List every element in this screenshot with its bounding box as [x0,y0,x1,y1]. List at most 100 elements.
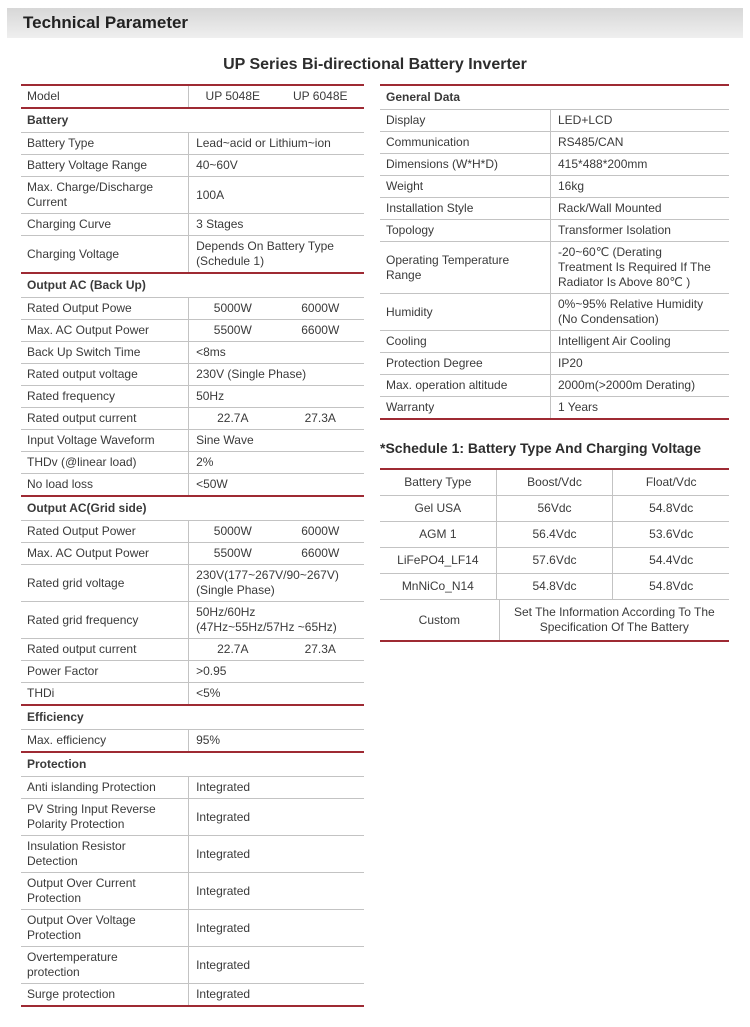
schedule-cell: Gel USA [414,501,462,515]
spec-value: <5% [196,686,221,700]
spec-value-col1: 5000W [213,524,252,538]
spec-value: -20~60℃ (Derating Treatment Is Required … [558,245,711,289]
spec-label: PV String Input Reverse Polarity Protect… [21,799,190,835]
spec-row: Power Factor >0.95 [21,660,364,682]
schedule-cell: 54.8Vdc [612,574,729,599]
spec-value-col1: 5000W [213,301,252,315]
spec-label: Max. AC Output Power [21,543,190,564]
spec-label: Max. operation altitude [380,375,551,396]
section-header-row: Output AC (Back Up) [21,272,364,297]
spec-value: 3 Stages [196,217,244,231]
spec-row: Rated grid frequency 50Hz/60Hz (47Hz~55Hz… [21,601,364,638]
schedule-row: LiFePO4_LF14 57.6Vdc 54.4Vdc [380,547,729,573]
schedule-cell: 56.4Vdc [495,522,613,547]
schedule-header-cell: Float/Vdc [612,470,729,495]
spec-value-col1: UP 5048E [205,89,261,103]
spec-row: Surge protection Integrated [21,983,364,1005]
schedule-cell: 56Vdc [495,496,613,521]
spec-sheet: UP Series Bi-directional Battery Inverte… [0,38,750,1027]
spec-value: 230V (Single Phase) [196,367,307,381]
spec-row: Warranty 1 Years [380,396,729,418]
schedule-header-cell: Battery Type [404,475,472,489]
spec-value: Sine Wave [196,433,254,447]
spec-row: Charging Curve 3 Stages [21,213,364,235]
spec-row: Max. Charge/Discharge Current 100A [21,176,364,213]
spec-label: Cooling [380,331,551,352]
spec-value: Integrated [196,780,251,794]
spec-row: Rated Output Power 5000W 6000W [21,520,364,542]
spec-label: Model [21,86,190,107]
section-title: Efficiency [27,710,84,724]
spec-value: 2% [196,455,214,469]
spec-row: Weight 16kg [380,175,729,197]
spec-value-col1: 22.7A [217,411,249,425]
spec-label: Input Voltage Waveform [21,430,190,451]
spec-value: RS485/CAN [558,135,624,149]
spec-label: Dimensions (W*H*D) [380,154,551,175]
spec-row: Dimensions (W*H*D) 415*488*200mm [380,153,729,175]
schedule-cell: 53.6Vdc [612,522,729,547]
spec-row: Back Up Switch Time <8ms [21,341,364,363]
section-header-row: Output AC(Grid side) [21,495,364,520]
spec-label: Rated output current [21,408,190,429]
spec-row: Rated grid voltage 230V(177~267V/90~267V)… [21,564,364,601]
spec-value: >0.95 [196,664,227,678]
spec-value-col2: UP 6048E [293,89,348,103]
spec-value-pair: 5000W 6000W [189,521,364,542]
spec-row: Installation Style Rack/Wall Mounted [380,197,729,219]
section-title: Protection [27,757,87,771]
spec-row: Battery Type Lead~acid or Lithium~ion [21,132,364,154]
schedule-table: Battery Type Boost/Vdc Float/Vdc Gel USA 56V… [380,468,729,642]
schedule-cell: 54.8Vdc [495,574,613,599]
page-header: Technical Parameter [7,8,743,38]
spec-row: Rated frequency 50Hz [21,385,364,407]
schedule-row: MnNiCo_N14 54.8Vdc 54.8Vdc [380,573,729,599]
section-title: Output AC (Back Up) [27,278,146,292]
spec-row: Max. efficiency 95% [21,729,364,751]
spec-row: Topology Transformer Isolation [380,219,729,241]
spec-label: Rated frequency [21,386,190,407]
schedule-cell-label: Custom [418,612,460,627]
schedule-header-row: Battery Type Boost/Vdc Float/Vdc [380,468,729,495]
spec-row: THDv (@linear load) 2% [21,451,364,473]
spec-value: 415*488*200mm [558,157,648,171]
spec-row: Display LED+LCD [380,109,729,131]
spec-value: 95% [196,733,221,747]
schedule-cell: 57.6Vdc [495,548,613,573]
spec-label: Installation Style [380,198,551,219]
spec-row: Rated Output Powe 5000W 6000W [21,297,364,319]
section-header-row: General Data [380,84,729,109]
spec-value-col2: 6000W [301,301,340,315]
spec-value: Integrated [196,809,251,824]
spec-value-pair: UP 5048E UP 6048E [189,86,364,107]
section-header-row: Protection [21,751,364,776]
spec-value-col2: 6600W [301,323,340,337]
spec-value-col2: 6600W [301,546,340,560]
spec-row: Charging Voltage Depends On Battery Type … [21,235,364,272]
page-title: Technical Parameter [23,13,189,32]
product-title: UP Series Bi-directional Battery Inverte… [223,56,527,73]
spec-row: Output Over Current Protection Integrated [21,872,364,909]
spec-value: Integrated [196,846,251,861]
spec-value-col2: 6000W [301,524,340,538]
spec-value-col2: 27.3A [304,411,336,425]
spec-value: 0%~95% Relative Humidity (No Condensatio… [558,297,704,326]
schedule-title: *Schedule 1: Battery Type And Charging V… [380,440,702,456]
spec-label: Rated grid voltage [21,565,190,601]
spec-value: 1 Years [558,400,599,414]
schedule-row: Gel USA 56Vdc 54.8Vdc [380,495,729,521]
spec-label: Back Up Switch Time [21,342,190,363]
spec-row: Insulation Resistor Detection Integrated [21,835,364,872]
spec-value: Integrated [196,987,251,1001]
spec-label: Charging Curve [21,214,190,235]
section-title: Output AC(Grid side) [27,501,147,515]
spec-row: Communication RS485/CAN [380,131,729,153]
schedule-cell-merged: Set The Information According To The Spe… [498,600,729,640]
section-header-row: Efficiency [21,704,364,729]
spec-value-pair: 5500W 6600W [189,320,364,341]
spec-value: Lead~acid or Lithium~ion [196,136,331,150]
schedule-cell: 54.8Vdc [612,496,729,521]
spec-value: 100A [196,187,225,202]
spec-value: <8ms [196,345,226,359]
schedule-cell: AGM 1 [419,527,457,541]
